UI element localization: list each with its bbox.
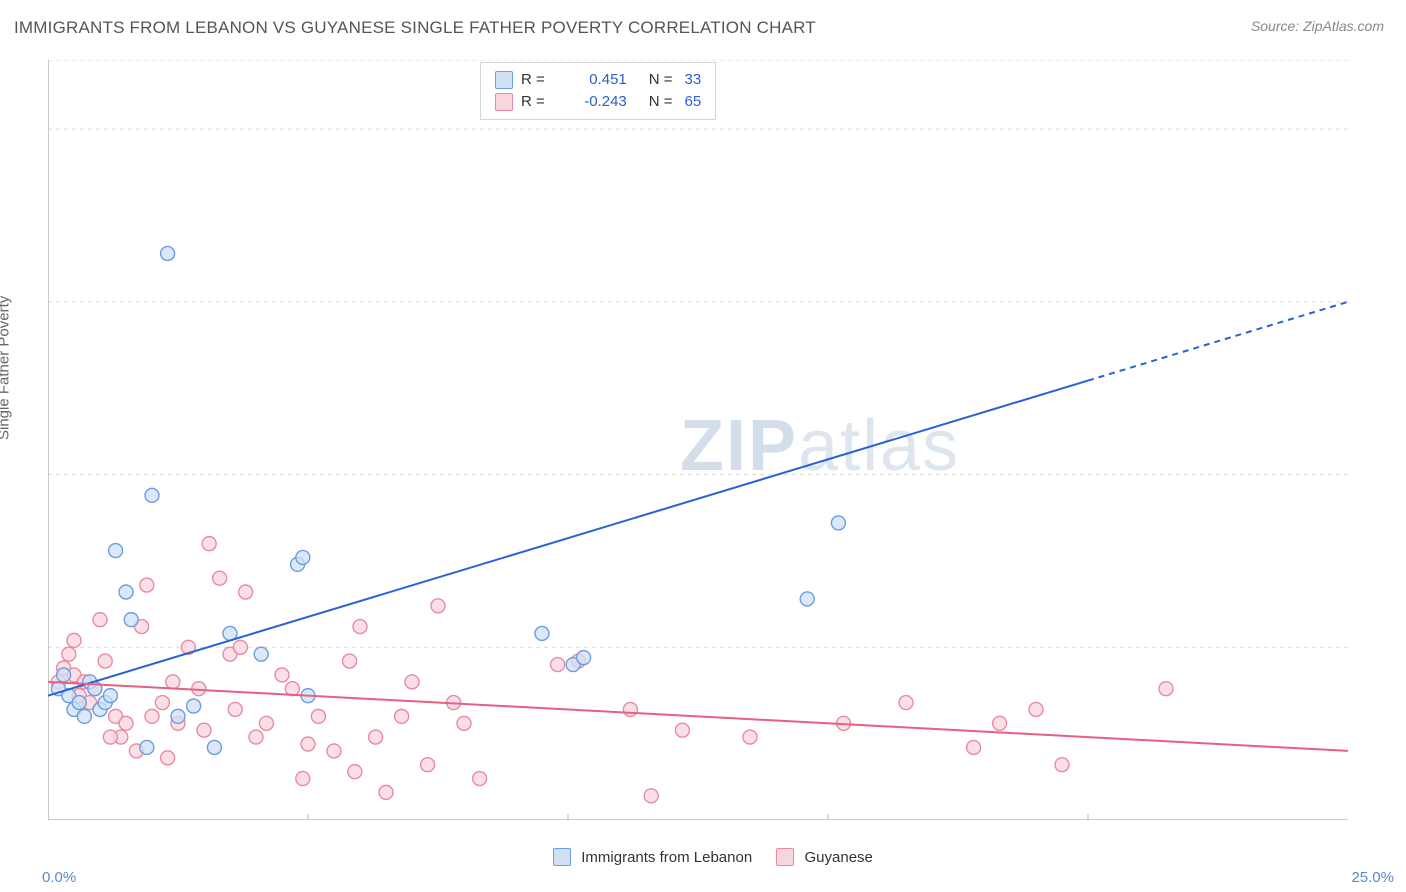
data-point [259,716,273,730]
data-point [899,696,913,710]
data-point [109,544,123,558]
data-point [405,675,419,689]
data-point [161,246,175,260]
data-point [1029,702,1043,716]
swatch-guyanese-icon [495,93,513,111]
scatter-plot [48,60,1348,820]
trend-line [48,682,1348,751]
data-point [311,709,325,723]
swatch-lebanon-icon [553,848,571,866]
data-point [103,689,117,703]
swatch-guyanese-icon [776,848,794,866]
x-tick-origin: 0.0% [42,869,76,886]
data-point [675,723,689,737]
data-point [1159,682,1173,696]
data-point [967,740,981,754]
swatch-lebanon-icon [495,71,513,89]
source-attribution: Source: ZipAtlas.com [1251,18,1384,34]
data-point [577,651,591,665]
data-point [343,654,357,668]
trend-line-dashed [1088,302,1348,381]
data-point [296,550,310,564]
data-point [207,740,221,754]
data-point [103,730,117,744]
data-point [140,740,154,754]
data-point [431,599,445,613]
data-point [421,758,435,772]
data-point [369,730,383,744]
data-point [457,716,471,730]
data-point [743,730,757,744]
data-point [379,785,393,799]
data-point [98,654,112,668]
data-point [197,723,211,737]
data-point [140,578,154,592]
data-point [301,737,315,751]
data-point [233,640,247,654]
data-point [93,613,107,627]
data-point [296,772,310,786]
legend-label-guyanese: Guyanese [805,849,873,866]
data-point [67,633,81,647]
legend-label-lebanon: Immigrants from Lebanon [581,849,752,866]
data-point [124,613,138,627]
correlation-legend: R = 0.451 N = 33 R = -0.243 N = 65 [480,62,716,120]
data-point [155,696,169,710]
series-legend: Immigrants from Lebanon Guyanese [0,848,1406,866]
data-point [62,647,76,661]
data-point [145,709,159,723]
data-point [57,668,71,682]
data-point [228,702,242,716]
data-point [145,488,159,502]
data-point [831,516,845,530]
data-point [72,696,86,710]
data-point [800,592,814,606]
data-point [171,709,185,723]
data-point [77,709,91,723]
data-point [202,537,216,551]
data-point [327,744,341,758]
chart-title: IMMIGRANTS FROM LEBANON VS GUYANESE SING… [14,18,816,38]
data-point [119,716,133,730]
data-point [161,751,175,765]
y-axis-label: Single Father Poverty [0,296,13,440]
data-point [239,585,253,599]
data-point [166,675,180,689]
data-point [623,702,637,716]
data-point [353,620,367,634]
data-point [395,709,409,723]
data-point [275,668,289,682]
data-point [213,571,227,585]
data-point [249,730,263,744]
data-point [473,772,487,786]
data-point [644,789,658,803]
data-point [187,699,201,713]
data-point [119,585,133,599]
x-tick-end: 25.0% [1351,869,1394,886]
data-point [551,658,565,672]
data-point [993,716,1007,730]
data-point [348,765,362,779]
legend-row-lebanon: R = 0.451 N = 33 [495,69,701,91]
data-point [535,626,549,640]
data-point [254,647,268,661]
data-point [1055,758,1069,772]
legend-row-guyanese: R = -0.243 N = 65 [495,91,701,113]
